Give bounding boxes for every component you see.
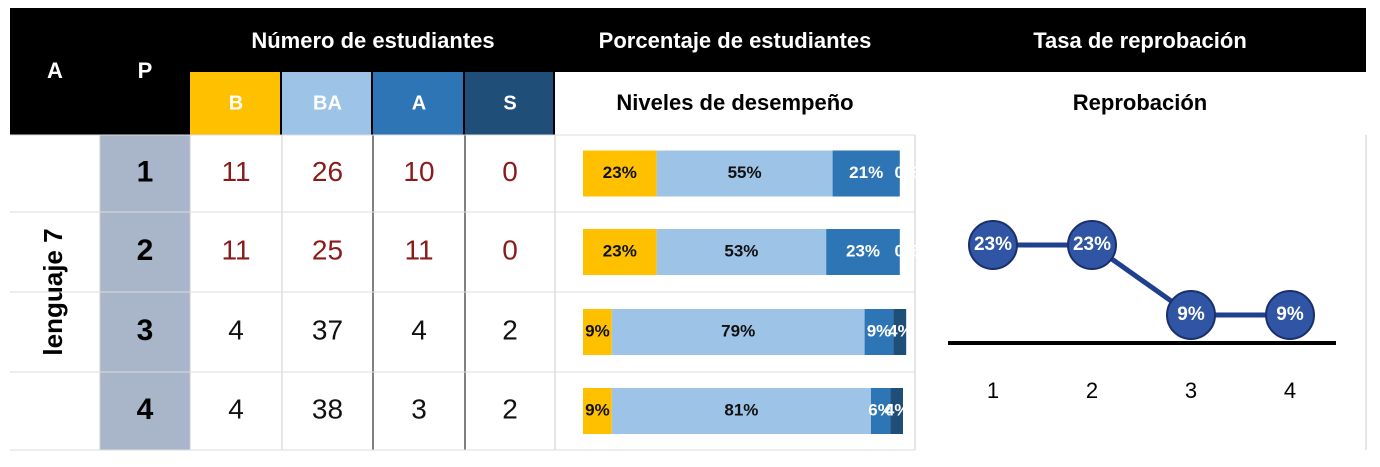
percent-segment [871, 388, 891, 434]
level-header: B [229, 92, 243, 114]
count: 25 [312, 234, 343, 265]
count: 37 [312, 314, 343, 345]
count: 2 [502, 314, 518, 345]
period: 2 [137, 234, 154, 267]
count: 11 [221, 234, 250, 265]
percent-segment [583, 309, 612, 355]
level-header: S [503, 92, 516, 114]
level-header-cell [282, 72, 371, 135]
percent-segment [656, 150, 833, 197]
failure-category: 1 [987, 378, 999, 403]
percent-label: 0% [895, 241, 920, 260]
failure-category: 4 [1284, 378, 1296, 403]
header-a: A [47, 58, 63, 83]
failure-subtitle: Reprobación [1073, 90, 1207, 115]
level-header: A [412, 92, 426, 114]
percent-label: 9% [585, 400, 610, 419]
percent-label: 23% [603, 241, 637, 260]
level-header-cell [465, 72, 553, 135]
percent-label: 6% [868, 400, 893, 419]
percent-segment [826, 229, 900, 275]
percent-label: 55% [728, 163, 762, 182]
failure-point [1067, 220, 1117, 270]
percent-segment [583, 388, 612, 434]
failure-label: 23% [974, 234, 1012, 255]
percent-label: 81% [724, 400, 758, 419]
percents-title: Porcentaje de estudiantes [599, 28, 872, 53]
failure-point [968, 220, 1018, 270]
percent-segment [864, 309, 894, 355]
percent-label: 21% [849, 163, 883, 182]
percent-segment [583, 229, 657, 275]
count: 3 [411, 393, 427, 424]
failure-category: 3 [1185, 378, 1197, 403]
percent-label: 4% [885, 400, 910, 419]
count: 38 [312, 393, 343, 424]
header-p: P [138, 58, 153, 83]
count: 4 [228, 393, 244, 424]
level-header: BA [313, 92, 342, 114]
percent-segment [656, 229, 827, 275]
failure-label: 9% [1177, 304, 1205, 325]
percent-segment [832, 150, 900, 197]
percent-segment [611, 388, 871, 434]
period: 3 [137, 314, 154, 347]
percent-label: 0% [895, 163, 920, 182]
counts-title: Número de estudiantes [251, 28, 494, 53]
count: 11 [404, 234, 433, 265]
percent-label: 9% [867, 321, 892, 340]
percent-segment [583, 150, 657, 197]
count: 10 [403, 156, 434, 187]
failure-label: 23% [1073, 234, 1111, 255]
period: 1 [137, 155, 154, 188]
level-header-cell [190, 72, 280, 135]
percent-label: 4% [888, 321, 913, 340]
percent-label: 23% [846, 241, 880, 260]
failure-point [1265, 290, 1315, 340]
count: 0 [502, 156, 518, 187]
percent-label: 9% [585, 321, 610, 340]
failure-category: 2 [1086, 378, 1098, 403]
failure-point [1166, 290, 1216, 340]
percent-label: 53% [724, 241, 758, 260]
count: 26 [312, 156, 343, 187]
percent-segment [890, 388, 903, 434]
failure-line [993, 242, 1290, 318]
failure-title: Tasa de reprobación [1033, 28, 1247, 53]
count: 4 [228, 314, 244, 345]
percents-subtitle: Niveles de desempeño [616, 90, 853, 115]
subheader-bg [555, 72, 1366, 135]
count: 4 [411, 314, 427, 345]
count: 11 [221, 156, 250, 187]
percent-label: 79% [721, 321, 755, 340]
percent-segment [893, 309, 907, 355]
failure-label: 9% [1276, 304, 1304, 325]
period: 4 [137, 393, 154, 426]
count: 2 [502, 393, 518, 424]
count: 0 [502, 234, 518, 265]
percent-segment [611, 309, 865, 355]
level-header-cell [373, 72, 463, 135]
percent-label: 23% [603, 163, 637, 182]
